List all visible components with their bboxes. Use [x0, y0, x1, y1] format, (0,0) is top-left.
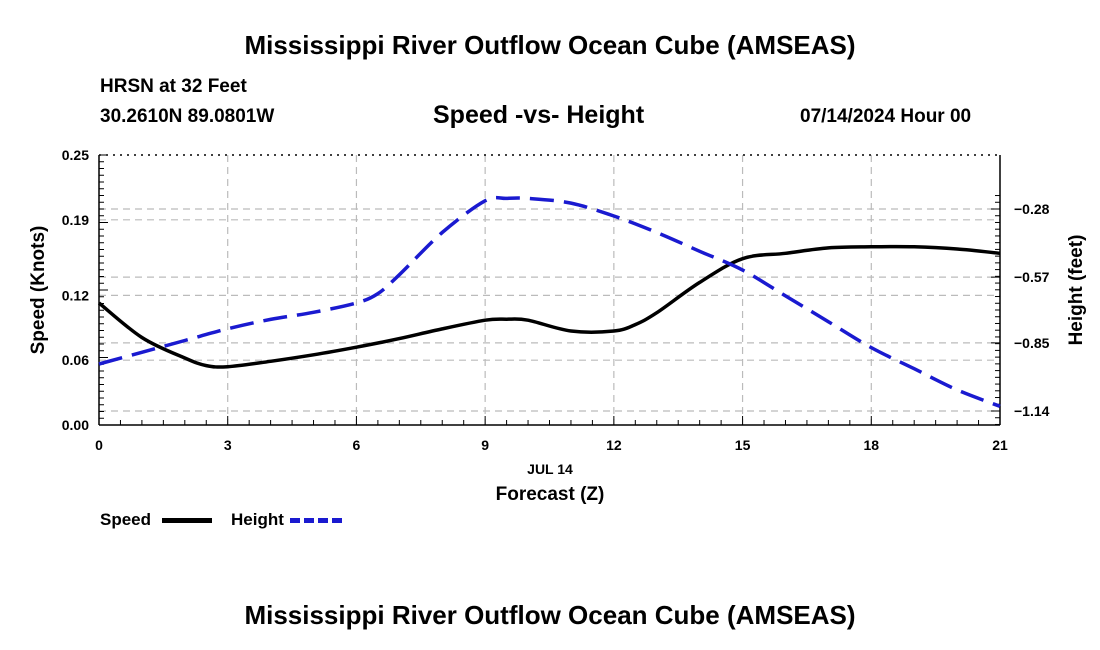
y-right-axis-title: Height (feet) — [1066, 235, 1087, 346]
y-left-axis-title: Speed (Knots) — [28, 226, 49, 355]
x-tick-label: 0 — [95, 437, 103, 453]
chart-main-title-bottom: Mississippi River Outflow Ocean Cube (AM… — [244, 600, 856, 630]
x-tick-label: 18 — [863, 437, 879, 453]
legend-speed-label: Speed — [100, 510, 152, 529]
x-tick-label: 15 — [735, 437, 751, 453]
y-left-tick-label: 0.00 — [62, 417, 89, 433]
y-left-tick-label: 0.19 — [62, 212, 89, 228]
coordinates-label: 30.2610N 89.0801W — [100, 106, 275, 127]
chart: 0 3 6 9 12 15 18 21 0.00 0.06 0.12 0.19 0.25 −1.14 −0.… — [28, 147, 1087, 505]
y-left-tick-label: 0.12 — [62, 287, 89, 303]
legend-height-swatch — [290, 518, 342, 523]
x-tick-label: 9 — [481, 437, 489, 453]
y-left-tick-label: 0.06 — [62, 352, 89, 368]
chart-subtitle: Speed -vs- Height — [433, 101, 645, 129]
x-axis-date-label: JUL 14 — [527, 461, 573, 477]
x-tick-label: 6 — [353, 437, 361, 453]
y-right-tick-label: −1.14 — [1014, 403, 1050, 419]
x-tick-label: 12 — [606, 437, 622, 453]
station-label: HRSN at 32 Feet — [100, 76, 247, 97]
legend-height-label: Height — [231, 510, 284, 529]
x-tick-label: 3 — [224, 437, 232, 453]
legend-speed-swatch — [162, 518, 212, 523]
height-series-line — [98, 195, 1001, 408]
x-axis-title: Forecast (Z) — [496, 484, 605, 505]
y-right-tick-label: −0.28 — [1014, 201, 1050, 217]
x-tick-label: 21 — [992, 437, 1008, 453]
y-right-tick-label: −0.85 — [1014, 335, 1050, 351]
chart-main-title: Mississippi River Outflow Ocean Cube (AM… — [244, 30, 856, 60]
speed-series-line — [97, 244, 1001, 369]
y-left-tick-label: 0.25 — [62, 147, 89, 163]
y-right-tick-label: −0.57 — [1014, 269, 1050, 285]
datetime-label: 07/14/2024 Hour 00 — [800, 106, 972, 127]
